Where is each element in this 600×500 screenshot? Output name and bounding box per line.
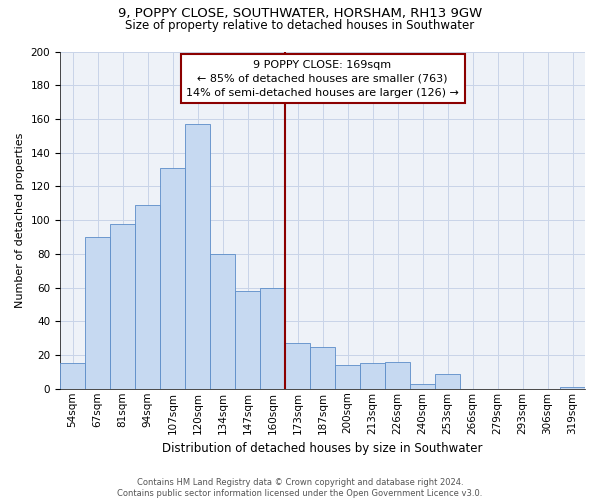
Bar [310,346,335,389]
Bar [385,362,410,389]
Bar [185,124,210,389]
Bar [160,168,185,389]
Bar [560,387,585,389]
Bar [335,365,360,389]
Bar [210,254,235,389]
Text: 9 POPPY CLOSE: 169sqm
← 85% of detached houses are smaller (763)
14% of semi-det: 9 POPPY CLOSE: 169sqm ← 85% of detached … [186,60,459,98]
Text: 9, POPPY CLOSE, SOUTHWATER, HORSHAM, RH13 9GW: 9, POPPY CLOSE, SOUTHWATER, HORSHAM, RH1… [118,8,482,20]
Bar [135,205,160,389]
Text: Size of property relative to detached houses in Southwater: Size of property relative to detached ho… [125,19,475,32]
Bar [360,364,385,389]
Bar [85,237,110,389]
Bar [410,384,435,389]
Bar [285,343,310,389]
Bar [60,364,85,389]
Bar [235,291,260,389]
Bar [435,374,460,389]
X-axis label: Distribution of detached houses by size in Southwater: Distribution of detached houses by size … [162,442,483,455]
Bar [260,288,285,389]
Y-axis label: Number of detached properties: Number of detached properties [15,132,25,308]
Bar [110,224,135,389]
Text: Contains HM Land Registry data © Crown copyright and database right 2024.
Contai: Contains HM Land Registry data © Crown c… [118,478,482,498]
